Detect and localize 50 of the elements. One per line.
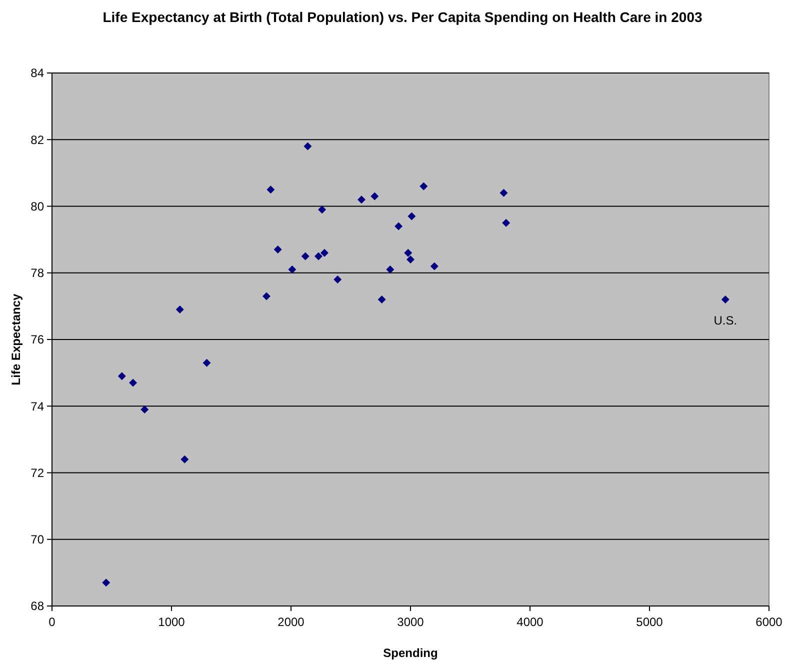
point xyxy=(404,248,412,257)
point xyxy=(420,182,428,190)
chart-title: Life Expectancy at Birth (Total Population) vs. Per Capita Spending on Health Care in 2003 xyxy=(102,9,702,25)
point xyxy=(202,358,211,367)
point xyxy=(288,266,296,274)
point xyxy=(304,142,312,150)
point xyxy=(500,188,508,197)
point xyxy=(274,246,282,254)
y-tick-label: 82 xyxy=(30,132,44,147)
point xyxy=(180,455,189,464)
point xyxy=(370,192,379,200)
y-tick-label: 80 xyxy=(30,199,44,214)
point xyxy=(176,306,184,314)
x-tick-label: 4000 xyxy=(516,615,544,629)
point xyxy=(394,222,403,230)
y-tick-label: 72 xyxy=(30,466,44,480)
point xyxy=(129,378,138,387)
x-tick-label: 2000 xyxy=(278,615,305,629)
x-axis-title: Spending xyxy=(383,646,438,660)
point xyxy=(314,252,322,260)
x-tick-label: 1000 xyxy=(158,615,186,629)
y-tick-label: 78 xyxy=(30,266,44,280)
point xyxy=(406,256,414,264)
point xyxy=(318,206,326,214)
point xyxy=(140,405,149,414)
point xyxy=(262,292,271,300)
y-tick-label: 84 xyxy=(30,66,44,80)
x-tick-label: 6000 xyxy=(756,615,783,629)
y-axis-title: Life Expectancy xyxy=(9,293,23,386)
y-tick-label: 70 xyxy=(30,532,44,547)
y-tick-label: 74 xyxy=(30,399,44,414)
y-tick-label: 68 xyxy=(30,599,44,614)
point xyxy=(358,196,366,204)
point xyxy=(320,248,328,257)
point xyxy=(118,372,126,380)
x-tick-label: 3000 xyxy=(397,615,424,629)
point xyxy=(502,218,510,227)
y-tick-label: 76 xyxy=(30,332,44,347)
point xyxy=(266,186,275,194)
point xyxy=(721,296,730,304)
annotation: U.S. xyxy=(714,314,738,328)
point xyxy=(102,578,110,587)
x-tick-label: 0 xyxy=(48,615,56,629)
point xyxy=(301,252,310,260)
point xyxy=(378,296,386,304)
point xyxy=(334,276,342,284)
point xyxy=(430,262,438,270)
x-tick-label: 5000 xyxy=(636,615,664,629)
point xyxy=(408,212,416,220)
point xyxy=(386,266,394,274)
